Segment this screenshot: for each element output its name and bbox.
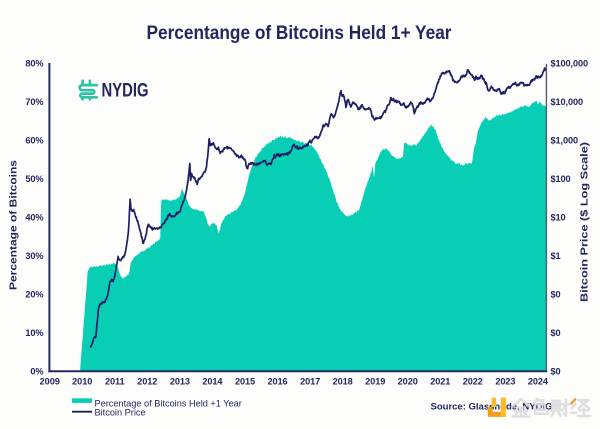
svg-text:$10,000: $10,000 [551,97,584,107]
svg-text:0%: 0% [30,367,43,377]
svg-text:2021: 2021 [430,377,450,387]
svg-text:Percentage of Bitcoins: Percentage of Bitcoins [9,159,20,290]
svg-text:2014: 2014 [202,377,223,387]
svg-text:80%: 80% [25,59,43,69]
svg-text:60%: 60% [25,136,43,146]
svg-text:2009: 2009 [40,377,60,387]
svg-text:$1,000: $1,000 [551,136,579,146]
svg-text:2022: 2022 [463,377,483,387]
svg-text:2012: 2012 [137,377,157,387]
svg-text:2010: 2010 [72,377,92,387]
svg-text:Percentange of Bitcoins Held 1: Percentange of Bitcoins Held 1+ Year [147,22,452,44]
svg-text:$100,000: $100,000 [551,59,589,69]
svg-text:Bitcoin Price ($ Log Scale): Bitcoin Price ($ Log Scale) [580,142,591,302]
svg-text:2017: 2017 [300,377,320,387]
svg-text:NYDIG: NYDIG [102,80,149,102]
svg-text:2020: 2020 [398,377,418,387]
svg-text:$10: $10 [551,213,566,223]
svg-text:$100: $100 [551,174,571,184]
svg-text:10%: 10% [25,328,43,338]
svg-text:2011: 2011 [105,377,125,387]
svg-text:Bitcoin Price: Bitcoin Price [95,407,146,417]
svg-text:2015: 2015 [235,377,255,387]
svg-text:$0: $0 [551,328,561,338]
svg-text:$1: $1 [551,251,561,261]
svg-text:2019: 2019 [365,377,385,387]
svg-text:20%: 20% [25,290,43,300]
svg-text:2018: 2018 [333,377,353,387]
svg-text:2016: 2016 [267,377,287,387]
svg-text:$0: $0 [551,290,561,300]
svg-text:2023: 2023 [495,377,515,387]
svg-text:2024: 2024 [528,377,549,387]
svg-text:30%: 30% [25,251,43,261]
svg-text:$0: $0 [551,367,561,377]
svg-text:Percentage of Bitcoins Held +1: Percentage of Bitcoins Held +1 Year [95,399,242,409]
svg-text:40%: 40% [25,213,43,223]
svg-text:50%: 50% [25,174,43,184]
svg-text:2013: 2013 [170,377,190,387]
svg-text:70%: 70% [25,97,43,107]
